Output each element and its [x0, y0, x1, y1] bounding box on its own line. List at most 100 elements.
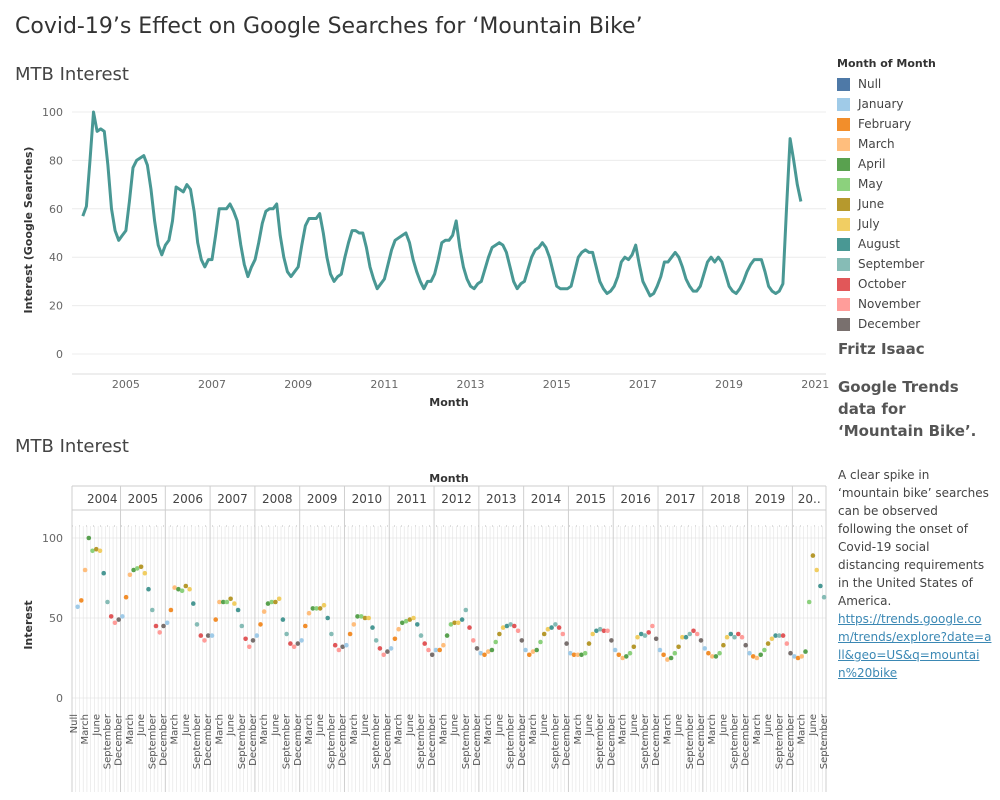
dot-point[interactable]: [754, 655, 760, 661]
dot-point[interactable]: [120, 614, 125, 619]
dot-point[interactable]: [329, 631, 334, 637]
dot-point[interactable]: [108, 614, 114, 619]
dot-point[interactable]: [541, 631, 547, 637]
dot-point[interactable]: [672, 650, 678, 656]
legend-item-july[interactable]: July: [837, 214, 997, 234]
dot-point[interactable]: [340, 644, 345, 650]
dot-point[interactable]: [508, 622, 513, 627]
dot-point[interactable]: [273, 599, 278, 605]
dot-point[interactable]: [806, 599, 812, 605]
dot-point[interactable]: [86, 535, 92, 541]
dot-point[interactable]: [493, 639, 499, 645]
dot-point[interactable]: [590, 631, 595, 637]
dot-point[interactable]: [620, 655, 625, 661]
dot-point[interactable]: [773, 633, 778, 638]
dot-point[interactable]: [90, 548, 95, 554]
dot-point[interactable]: [205, 633, 211, 638]
dot-point[interactable]: [762, 647, 767, 653]
dot-point[interactable]: [564, 641, 569, 646]
dot-point[interactable]: [448, 622, 454, 627]
dot-point[interactable]: [146, 586, 151, 592]
interest-line[interactable]: [81, 110, 803, 298]
legend-item-april[interactable]: April: [837, 154, 997, 174]
dot-point[interactable]: [750, 654, 756, 659]
dot-point[interactable]: [127, 572, 133, 578]
dot-point[interactable]: [497, 631, 502, 637]
dot-point[interactable]: [437, 647, 443, 653]
dot-point[interactable]: [471, 638, 476, 643]
dot-point[interactable]: [568, 650, 573, 656]
dot-point[interactable]: [400, 620, 405, 626]
dot-point[interactable]: [523, 647, 528, 653]
dot-point[interactable]: [601, 628, 607, 634]
dot-point[interactable]: [717, 650, 722, 656]
dot-point[interactable]: [549, 625, 554, 630]
dot-point[interactable]: [317, 606, 323, 611]
dot-point[interactable]: [556, 625, 562, 630]
dot-point[interactable]: [739, 634, 745, 640]
dot-point[interactable]: [235, 607, 241, 613]
dot-point[interactable]: [560, 631, 566, 637]
dot-point[interactable]: [657, 647, 663, 653]
dot-point[interactable]: [530, 649, 536, 654]
dot-point[interactable]: [478, 650, 484, 656]
dot-point[interactable]: [325, 615, 331, 621]
dot-point[interactable]: [680, 634, 685, 640]
dot-point[interactable]: [138, 564, 144, 570]
dot-point[interactable]: [258, 622, 263, 627]
dot-point[interactable]: [217, 599, 222, 605]
dot-point[interactable]: [612, 647, 618, 653]
dot-point[interactable]: [627, 650, 633, 656]
dot-point[interactable]: [261, 609, 267, 614]
dot-point[interactable]: [624, 654, 629, 659]
dot-point[interactable]: [441, 642, 446, 648]
dot-point[interactable]: [366, 615, 372, 621]
dot-point[interactable]: [609, 638, 614, 643]
dot-point[interactable]: [635, 634, 640, 640]
dot-point[interactable]: [713, 654, 719, 659]
dot-point[interactable]: [373, 638, 379, 643]
dot-point[interactable]: [112, 620, 118, 626]
dot-point[interactable]: [228, 596, 233, 602]
legend-item-august[interactable]: August: [837, 234, 997, 254]
dot-point[interactable]: [527, 652, 532, 658]
dot-point[interactable]: [743, 642, 748, 648]
dot-point[interactable]: [650, 623, 655, 629]
dot-point[interactable]: [780, 633, 786, 638]
dot-point[interactable]: [101, 570, 106, 576]
legend-item-june[interactable]: June: [837, 194, 997, 214]
dot-point[interactable]: [284, 631, 289, 637]
dot-point[interactable]: [176, 586, 181, 592]
dot-point[interactable]: [94, 546, 99, 552]
dot-point[interactable]: [575, 652, 581, 658]
dot-point[interactable]: [504, 623, 510, 629]
dot-point[interactable]: [426, 647, 431, 653]
dot-point[interactable]: [105, 599, 110, 605]
dot-point[interactable]: [220, 599, 226, 605]
dot-point[interactable]: [422, 641, 428, 646]
legend-item-null[interactable]: Null: [837, 74, 997, 94]
dot-point[interactable]: [344, 642, 349, 648]
dot-point[interactable]: [597, 626, 603, 632]
dot-point[interactable]: [116, 617, 121, 622]
dot-point[interactable]: [303, 623, 308, 629]
dot-point[interactable]: [265, 601, 271, 606]
dot-point[interactable]: [79, 598, 84, 603]
dot-point[interactable]: [687, 631, 693, 637]
dot-point[interactable]: [75, 604, 80, 610]
dot-chart[interactable]: Month 2004 2005 2006 2007 2008 2009 2010 2011 20…: [0, 470, 830, 800]
dot-point[interactable]: [403, 618, 409, 624]
legend-item-march[interactable]: March: [837, 134, 997, 154]
dot-point[interactable]: [157, 630, 162, 635]
legend-item-may[interactable]: May: [837, 174, 997, 194]
dot-point[interactable]: [467, 625, 472, 630]
dot-point[interactable]: [538, 639, 543, 645]
dot-point[interactable]: [370, 625, 375, 630]
dot-point[interactable]: [202, 638, 207, 643]
dot-point[interactable]: [407, 617, 413, 622]
dot-point[interactable]: [646, 630, 651, 635]
dot-point[interactable]: [213, 617, 218, 622]
dot-point[interactable]: [381, 652, 387, 658]
dot-point[interactable]: [321, 602, 327, 608]
dot-point[interactable]: [765, 641, 771, 646]
